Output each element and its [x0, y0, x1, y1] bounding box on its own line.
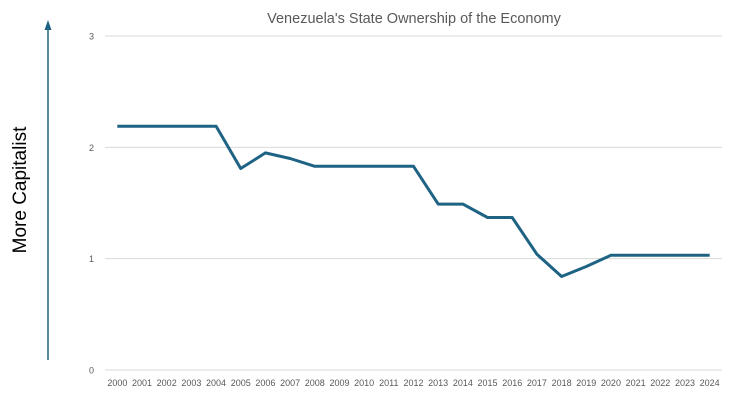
x-tick-label: 2007 [280, 378, 300, 388]
arrow-up-icon [44, 20, 52, 30]
x-tick-label: 2016 [502, 378, 522, 388]
y-axis-label: More Capitalist [10, 126, 31, 253]
x-tick-label: 2020 [601, 378, 621, 388]
x-tick-label: 2001 [132, 378, 152, 388]
y-tick-label: 0 [89, 366, 94, 376]
y-tick-label: 1 [89, 254, 94, 264]
data-points [117, 126, 710, 277]
x-tick-label: 2004 [206, 378, 226, 388]
x-tick-label: 2009 [329, 378, 349, 388]
x-tick-label: 2000 [107, 378, 127, 388]
x-tick-label: 2024 [700, 378, 720, 388]
x-tick-label: 2018 [552, 378, 572, 388]
x-tick-label: 2013 [428, 378, 448, 388]
series-line [117, 124, 710, 278]
x-tick-label: 2022 [650, 378, 670, 388]
chart-title: Venezuela's State Ownership of the Econo… [267, 11, 561, 27]
x-tick-label: 2002 [157, 378, 177, 388]
x-tick-label: 2010 [354, 378, 374, 388]
y-tick-label: 3 [89, 32, 94, 42]
x-tick-label: 2006 [255, 378, 275, 388]
x-tick-label: 2012 [403, 378, 423, 388]
y-tick-label: 2 [89, 143, 94, 153]
x-tick-label: 2008 [305, 378, 325, 388]
x-tick-label: 2003 [181, 378, 201, 388]
x-tick-label: 2019 [576, 378, 596, 388]
x-tick-label: 2017 [527, 378, 547, 388]
x-tick-label: 2023 [675, 378, 695, 388]
x-tick-label: 2014 [453, 378, 473, 388]
x-tick-label: 2021 [626, 378, 646, 388]
x-tick-label: 2005 [231, 378, 251, 388]
x-tick-label: 2011 [379, 378, 398, 388]
x-tick-label: 2015 [478, 378, 498, 388]
